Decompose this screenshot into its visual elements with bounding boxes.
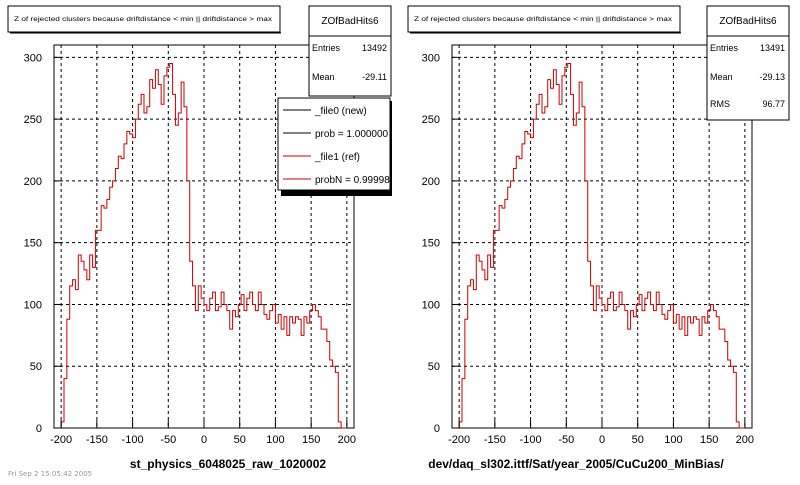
- right-stats-label: Mean: [710, 72, 733, 82]
- left-y-ticks: 0 50 100 150 200 250 300: [24, 52, 62, 435]
- left-x-tick-label: 50: [234, 434, 246, 446]
- right-x-axis-label: dev/daq_sl302.ittf/Sat/year_2005/CuCu200…: [428, 457, 724, 471]
- right-x-tick-label: -100: [520, 434, 542, 446]
- right-x-tick-label: 0: [599, 434, 605, 446]
- legend-entry-prob: prob = 1.000000: [315, 129, 389, 140]
- left-stats-name: ZOfBadHits6: [321, 16, 379, 27]
- left-x-tick-label: 200: [338, 434, 356, 446]
- left-stats-label: Entries: [312, 43, 341, 53]
- left-x-tick-label: -150: [86, 434, 108, 446]
- right-y-tick-label: 100: [422, 299, 440, 311]
- left-y-tick-label: 250: [24, 114, 42, 126]
- right-stats-label: Entries: [710, 43, 739, 53]
- left-y-tick-label: 0: [36, 423, 42, 435]
- right-y-tick-label: 300: [422, 52, 440, 64]
- left-x-tick-label: -50: [160, 434, 176, 446]
- right-y-tick-label: 150: [422, 238, 440, 250]
- right-chart-title: Z of rejected clusters because driftdist…: [414, 17, 672, 23]
- left-chart-title: Z of rejected clusters because driftdist…: [14, 17, 272, 23]
- right-x-tick-label: -200: [448, 434, 470, 446]
- left-y-tick-label: 50: [30, 361, 42, 373]
- right-y-tick-label: 250: [422, 114, 440, 126]
- legend-box: [277, 97, 391, 191]
- right-x-tick-label: 100: [664, 434, 682, 446]
- left-x-axis-label: st_physics_6048025_raw_1020002: [130, 457, 326, 471]
- legend-entry-ref: _file1 (ref): [314, 152, 360, 163]
- legend-entry-probn: probN = 0.99998: [315, 175, 390, 186]
- right-stats-value: 96.77: [762, 99, 785, 109]
- left-x-tick-label: -100: [122, 434, 144, 446]
- right-series-group: [458, 63, 745, 429]
- right-x-tick-label: 150: [700, 434, 718, 446]
- right-y-tick-label: 50: [428, 361, 440, 373]
- right-x-tick-label: 200: [736, 434, 754, 446]
- left-stats-value: 13492: [362, 43, 387, 53]
- right-histogram-series: [458, 63, 745, 429]
- right-histogram-panel: -200 -150 -100 -50 0 50 100 150 200 0 50 100 150 200…: [407, 5, 790, 471]
- left-x-tick-label: -200: [50, 434, 72, 446]
- right-stats-value: -29.13: [759, 72, 785, 82]
- left-y-tick-label: 100: [24, 299, 42, 311]
- right-stats-box: [706, 5, 790, 121]
- right-grid: [452, 45, 752, 429]
- right-x-tick-label: -50: [558, 434, 574, 446]
- right-y-tick-label: 0: [434, 423, 440, 435]
- left-stats-value: -29.11: [362, 72, 387, 82]
- left-title-box: [7, 5, 281, 33]
- left-x-tick-label: 0: [201, 434, 207, 446]
- right-y-tick-label: 200: [422, 176, 440, 188]
- left-x-tick-label: 100: [266, 434, 284, 446]
- left-x-ticks: -200 -150 -100 -50 0 50 100 150 200: [50, 420, 356, 446]
- right-x-ticks: -200 -150 -100 -50 0 50 100 150 200: [448, 420, 754, 446]
- left-y-tick-label: 300: [24, 52, 42, 64]
- left-stats-label: Mean: [312, 72, 335, 82]
- left-grid: [54, 45, 354, 429]
- left-y-tick-label: 150: [24, 238, 42, 250]
- right-x-tick-label: -150: [484, 434, 506, 446]
- right-x-tick-label: 50: [632, 434, 644, 446]
- legend-entry-new: _file0 (new): [314, 106, 367, 117]
- left-histogram-series: [60, 63, 347, 429]
- right-stats-value: 13491: [760, 43, 785, 53]
- left-x-tick-label: 150: [302, 434, 320, 446]
- left-y-tick-label: 200: [24, 176, 42, 188]
- left-stats-box: [308, 5, 392, 97]
- left-series-group: [60, 63, 347, 429]
- right-y-ticks: 0 50 100 150 200 250 300: [422, 52, 460, 435]
- left-histogram-panel: -200 -150 -100 -50 0 50 100 150 200 0 50 100 150 200…: [7, 5, 392, 471]
- right-stats-label: RMS: [710, 99, 730, 109]
- right-stats-name: ZOfBadHits6: [719, 16, 777, 27]
- timestamp-footer: Fri Sep 2 15:05:42 2005: [8, 470, 93, 478]
- right-title-box: [407, 5, 681, 33]
